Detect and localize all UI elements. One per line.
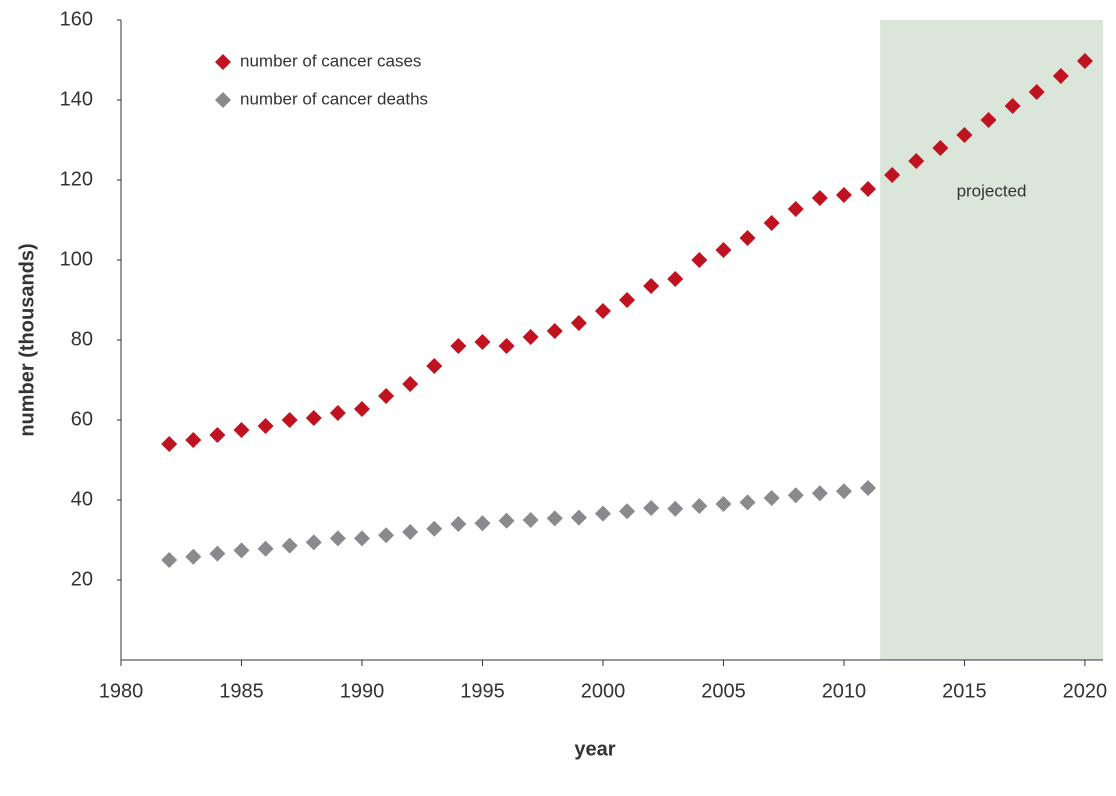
- data-point: [860, 181, 877, 197]
- data-point: [932, 140, 949, 156]
- data-point: [233, 422, 250, 438]
- x-tick-label: 1990: [340, 680, 385, 702]
- data-point: [884, 167, 901, 183]
- data-point: [1052, 68, 1069, 84]
- projection-band: [880, 20, 1103, 660]
- data-point: [353, 530, 370, 547]
- data-point: [811, 485, 828, 502]
- data-point: [522, 329, 539, 345]
- y-tick-label: 100: [60, 248, 93, 270]
- data-point: [498, 512, 515, 529]
- y-tick-label: 120: [60, 168, 93, 190]
- data-point: [594, 505, 611, 522]
- data-point: [980, 112, 997, 128]
- data-point: [281, 412, 298, 428]
- data-point: [860, 480, 877, 496]
- data-point: [715, 242, 732, 258]
- y-tick-label: 160: [60, 8, 93, 30]
- data-point: [161, 436, 178, 452]
- y-tick-label: 60: [71, 408, 93, 430]
- y-tick-label: 20: [71, 568, 93, 590]
- x-tick-label: 2010: [822, 680, 867, 702]
- data-point: [715, 496, 732, 512]
- data-point: [329, 530, 346, 547]
- x-tick-label: 2005: [701, 680, 746, 702]
- data-point: [739, 230, 756, 246]
- data-point: [161, 552, 178, 568]
- data-point: [691, 498, 708, 514]
- x-tick-label: 2020: [1063, 680, 1108, 702]
- data-point: [209, 427, 226, 443]
- data-point: [233, 542, 250, 559]
- legend-label: number of cancer cases: [240, 51, 421, 70]
- y-axis-title: number (thousands): [16, 243, 38, 436]
- data-point: [305, 534, 322, 551]
- legend-marker: [215, 92, 231, 108]
- data-point: [185, 432, 202, 448]
- data-point: [185, 548, 202, 565]
- data-point: [811, 190, 828, 206]
- data-point: [257, 418, 274, 434]
- data-point: [956, 127, 973, 143]
- x-tick-label: 1980: [99, 680, 144, 702]
- data-point: [763, 215, 780, 231]
- data-point: [209, 545, 226, 562]
- data-point: [450, 516, 467, 532]
- data-point: [619, 503, 636, 520]
- projection-label: projected: [957, 181, 1027, 200]
- y-tick-label: 40: [71, 488, 93, 510]
- data-point: [281, 537, 298, 554]
- data-point: [522, 512, 539, 528]
- data-point: [643, 500, 660, 516]
- data-point: [402, 376, 419, 392]
- data-point: [763, 490, 780, 506]
- x-tick-label: 1995: [460, 680, 505, 702]
- legend-marker: [215, 54, 231, 70]
- data-point: [835, 483, 852, 500]
- data-point: [667, 500, 684, 517]
- y-tick-label: 80: [71, 328, 93, 350]
- legend-label: number of cancer deaths: [240, 89, 428, 108]
- x-tick-label: 1985: [219, 680, 264, 702]
- data-point: [546, 323, 563, 339]
- data-point: [546, 510, 563, 527]
- data-point: [426, 520, 443, 537]
- data-point: [329, 405, 346, 421]
- data-point: [498, 338, 515, 354]
- data-point: [787, 487, 804, 504]
- y-tick-label: 140: [60, 88, 93, 110]
- data-point: [835, 187, 852, 203]
- x-tick-label: 2015: [942, 680, 987, 702]
- data-point: [619, 292, 636, 308]
- data-point: [570, 509, 587, 526]
- data-point: [378, 527, 395, 544]
- data-point: [257, 540, 274, 557]
- data-point: [474, 515, 491, 532]
- x-tick-label: 2000: [581, 680, 626, 702]
- data-point: [1076, 53, 1093, 69]
- data-point: [426, 358, 443, 374]
- data-point: [305, 410, 322, 426]
- data-point: [908, 153, 925, 169]
- data-point: [474, 334, 491, 350]
- data-point: [594, 303, 611, 319]
- data-point: [402, 524, 419, 540]
- data-point: [1004, 98, 1021, 114]
- x-axis-title: year: [574, 738, 615, 760]
- data-point: [691, 252, 708, 268]
- data-point: [787, 201, 804, 217]
- data-point: [643, 278, 660, 294]
- data-point: [378, 388, 395, 404]
- data-point: [353, 401, 370, 417]
- data-point: [450, 338, 467, 354]
- data-point: [570, 315, 587, 331]
- data-point: [667, 271, 684, 287]
- data-point: [1028, 84, 1045, 100]
- data-point: [739, 494, 756, 511]
